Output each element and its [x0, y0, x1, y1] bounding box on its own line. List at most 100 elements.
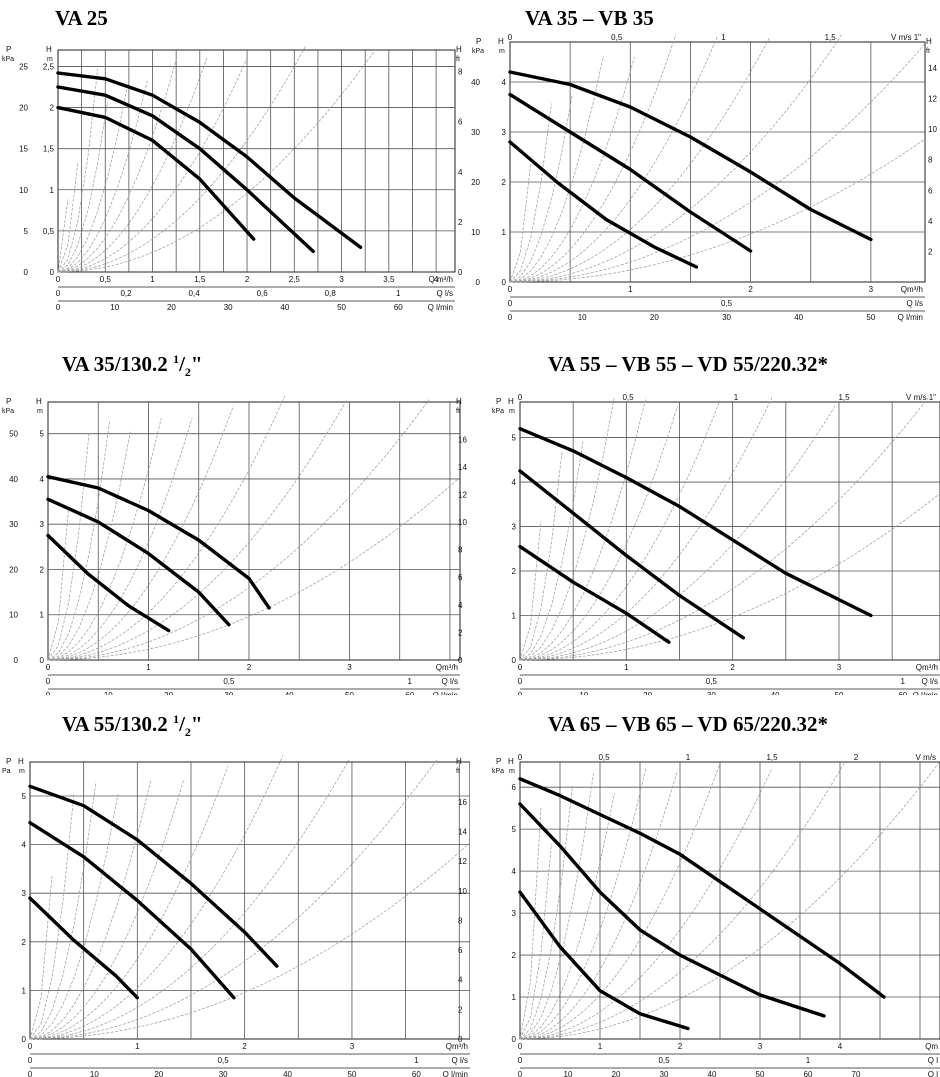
plot-frame — [29, 761, 470, 1040]
right-head-tick-label: 12 — [458, 857, 467, 866]
flow-ls-tick-label: 0,5 — [658, 1056, 670, 1065]
chart-va35-130: PkPaHm01020304050012345Hft02468101214160… — [2, 395, 467, 695]
flow-lmin-tick-label: 30 — [224, 691, 233, 695]
flow-ls-axis-label: Q l/s — [907, 299, 923, 308]
flow-m3h-tick-label: 0 — [518, 663, 523, 672]
flow-lmin-tick-label: 40 — [794, 313, 803, 322]
velocity-tick-label: 1,5 — [766, 753, 778, 762]
system-curve — [509, 103, 552, 283]
head-tick-label: 0 — [512, 1035, 517, 1044]
system-curve — [57, 59, 247, 273]
pump-curve-speed-3 — [508, 70, 873, 242]
pressure-tick-label: 20 — [490, 951, 491, 960]
head-tick-label: 1,5 — [43, 145, 55, 154]
head-tick-label: 2 — [50, 104, 55, 113]
system-curve — [519, 768, 773, 1040]
head-tick-label: 4 — [512, 867, 517, 876]
head-tick-label: 4 — [22, 841, 27, 850]
right-head-axis-label: H — [456, 397, 462, 406]
pressure-tick-label: 20 — [9, 565, 18, 574]
flow-lmin-tick-label: 50 — [866, 313, 875, 322]
pressure-tick-label: 10 — [9, 611, 18, 620]
flow-ls-tick-label: 0 — [518, 1056, 523, 1065]
flow-m3h-tick-label: 1 — [598, 1042, 603, 1051]
head-tick-label: 0 — [40, 656, 45, 665]
head-tick-label: 4 — [40, 475, 45, 484]
flow-ls-tick-label: 0,4 — [189, 289, 201, 298]
flow-lmin-tick-label: 10 — [579, 691, 588, 695]
pressure-tick-label: 10 — [490, 993, 491, 1002]
title-inch-mark: " — [190, 352, 203, 376]
pressure-axis-label: P — [496, 757, 501, 766]
pressure-tick-label: 10 — [490, 612, 491, 621]
pressure-axis-label: P — [6, 757, 11, 766]
pump-curve-speed-2 — [518, 802, 826, 1018]
head-axis-label: H — [508, 397, 514, 406]
system-curve — [519, 792, 615, 1040]
head-tick-label: 5 — [512, 434, 517, 443]
head-tick-label: 5 — [512, 825, 517, 834]
flow-lmin-axis-label: Q l — [928, 1070, 938, 1077]
head-axis-unit: m — [19, 768, 25, 775]
head-axis-unit: m — [509, 768, 515, 775]
title-fraction-denominator: 2 — [184, 365, 191, 380]
flow-lmin-axis-label: Q l/min — [433, 691, 458, 695]
flow-m3h-tick-label: 2 — [678, 1042, 683, 1051]
velocity-tick-label: 0,5 — [611, 33, 623, 42]
velocity-axis-label: V m/s — [916, 753, 936, 762]
pressure-tick-label: 0 — [24, 268, 29, 277]
flow-lmin-axis-label: Q l/min — [898, 313, 923, 322]
head-tick-label: 6 — [512, 783, 517, 792]
pressure-axis-unit: kPa — [2, 408, 14, 415]
flow-lmin-tick-label: 0 — [518, 691, 523, 695]
velocity-axis-label: V m/s 1" — [891, 33, 921, 42]
head-tick-label: 2 — [512, 567, 517, 576]
flow-m3h-axis-label: Q m³/h — [429, 275, 453, 284]
system-curve — [519, 397, 773, 661]
system-curve — [57, 85, 128, 273]
flow-ls-tick-label: 0,5 — [706, 677, 718, 686]
flow-lmin-tick-label: 10 — [90, 1070, 99, 1077]
system-curve — [509, 56, 635, 283]
pressure-axis-label: P — [476, 37, 481, 46]
head-tick-label: 1 — [512, 612, 517, 621]
flow-ls-tick-label: 1 — [806, 1056, 811, 1065]
flow-m3h-tick-label: 2 — [242, 1042, 247, 1051]
pump-curve-speed-3 — [28, 784, 279, 968]
flow-ls-axis-label: Q l — [928, 1056, 938, 1065]
flow-ls-tick-label: 0 — [56, 289, 61, 298]
chart-title: VA 35 – VB 35 — [525, 6, 654, 30]
system-curve — [57, 57, 208, 273]
pump-curve-speed-1 — [518, 890, 690, 1031]
system-curve — [509, 94, 573, 283]
flow-lmin-tick-label: 60 — [405, 691, 414, 695]
right-head-tick-label: 6 — [458, 118, 463, 127]
flow-lmin-tick-label: 10 — [104, 691, 113, 695]
head-axis-unit: m — [509, 408, 515, 415]
flow-m3h-tick-label: 0,5 — [100, 275, 112, 284]
pressure-tick-label: 40 — [490, 478, 491, 487]
head-tick-label: 4 — [512, 478, 517, 487]
pressure-tick-label: 30 — [490, 909, 491, 918]
system-curve — [57, 45, 307, 273]
head-tick-label: 0,5 — [43, 227, 55, 236]
pump-curve-speed-2 — [46, 497, 231, 627]
pump-curve-speed-2 — [518, 469, 745, 640]
head-axis-label: H — [498, 37, 504, 46]
chart-va65-vb65-vd65: PkPaHm0102030405060012345600,511,52V m/s… — [490, 753, 940, 1077]
flow-lmin-tick-label: 50 — [835, 691, 844, 695]
system-curve — [519, 396, 615, 661]
flow-lmin-tick-label: 0 — [56, 303, 61, 312]
pressure-axis-unit: kPa — [472, 48, 484, 55]
pressure-tick-label: 0 — [14, 656, 19, 665]
right-head-tick-label: 8 — [458, 916, 463, 925]
system-curve — [519, 521, 542, 661]
plot-frame — [519, 401, 940, 661]
flow-ls-tick-label: 1 — [414, 1056, 419, 1065]
system-curve — [47, 395, 286, 661]
flow-m3h-axis-label: Qm³/h — [901, 285, 923, 294]
velocity-tick-label: 0 — [508, 33, 513, 42]
flow-m3h-axis-label: Qm — [925, 1042, 938, 1051]
right-head-tick-label: 0 — [458, 268, 463, 277]
velocity-tick-label: 2 — [854, 753, 859, 762]
